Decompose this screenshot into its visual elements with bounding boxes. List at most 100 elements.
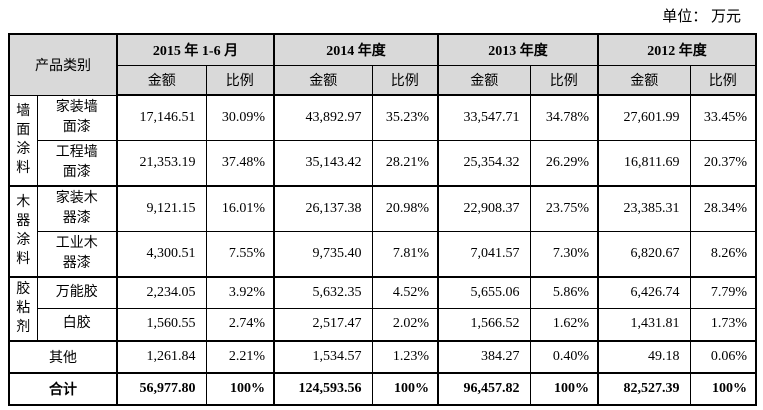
amount-cell: 25,354.32 [437,139,531,186]
amount-cell: 17,146.51 [116,94,207,141]
amount-header: 金额 [116,64,207,96]
period-header-2015: 2015 年 1-6 月 [115,33,275,66]
amount-cell: 27,601.99 [597,94,691,141]
category-cell: 工业木器漆 [36,230,118,277]
amount-cell: 56,977.80 [116,371,207,405]
ratio-cell: 100% [371,371,439,405]
ratio-cell: 34.78% [529,94,599,141]
ratio-header: 比例 [529,64,599,96]
amount-cell: 1,261.84 [116,339,207,373]
amount-cell: 384.27 [437,339,531,373]
ratio-cell: 4.52% [371,275,439,309]
ratio-cell: 0.06% [689,339,757,373]
amount-cell: 82,527.39 [597,371,691,405]
ratio-header: 比例 [689,64,757,96]
ratio-cell: 8.26% [689,230,757,277]
ratio-cell: 16.01% [205,184,275,232]
amount-cell: 124,593.56 [273,371,373,405]
ratio-cell: 7.79% [689,275,757,309]
amount-cell: 6,820.67 [597,230,691,277]
category-cell: 工程墙面漆 [36,139,118,186]
amount-cell: 96,457.82 [437,371,531,405]
ratio-cell: 37.48% [205,139,275,186]
table-row: 墙面涂料 家装墙面漆 17,146.51 30.09% 43,892.97 35… [8,94,757,186]
amount-cell: 49.18 [597,339,691,373]
category-cell-other: 其他 [8,339,118,373]
amount-cell: 5,632.35 [273,275,373,309]
amount-cell: 1,560.55 [116,308,207,341]
amount-cell: 22,908.37 [437,184,531,232]
table-row-total: 合计 56,977.80 100% 124,593.56 100% 96,457… [8,371,757,405]
ratio-cell: 23.75% [529,184,599,232]
ratio-cell: 1.73% [689,308,757,341]
amount-cell: 2,234.05 [116,275,207,309]
ratio-cell: 2.21% [205,339,275,373]
group-cell-wood-coatings: 木器涂料 [8,184,38,277]
ratio-cell: 33.45% [689,94,757,141]
ratio-cell: 100% [689,371,757,405]
amount-cell: 5,655.06 [437,275,531,309]
ratio-cell: 100% [529,371,599,405]
amount-cell: 21,353.19 [116,139,207,186]
category-cell: 家装墙面漆 [36,94,118,141]
amount-cell: 9,121.15 [116,184,207,232]
table-row: 木器涂料 家装木器漆 9,121.15 16.01% 26,137.38 20.… [8,184,757,277]
header-row-periods: 产品类别 2015 年 1-6 月 2014 年度 2013 年度 2012 年… [8,33,757,96]
ratio-cell: 5.86% [529,275,599,309]
ratio-cell: 3.92% [205,275,275,309]
period-header-2012: 2012 年度 [597,33,757,66]
ratio-cell: 2.74% [205,308,275,341]
ratio-cell: 26.29% [529,139,599,186]
ratio-header: 比例 [371,64,439,96]
category-cell: 万能胶 [36,275,118,309]
table-row: 工业木器漆 4,300.51 7.55% 9,735.40 7.81% 7,04… [9,230,757,277]
ratio-cell: 7.81% [371,230,439,277]
amount-header: 金额 [437,64,531,96]
period-header-2014: 2014 年度 [273,33,439,66]
product-category-header: 产品类别 [8,33,118,96]
amount-cell: 2,517.47 [273,308,373,341]
table-row: 工程墙面漆 21,353.19 37.48% 35,143.42 28.21% … [9,139,757,186]
ratio-cell: 2.02% [371,308,439,341]
amount-cell: 1,566.52 [437,308,531,341]
table-row: 胶粘剂 万能胶 2,234.05 3.92% 5,632.35 4.52% 5,… [8,275,757,341]
category-cell: 家装木器漆 [36,184,118,232]
ratio-cell: 28.34% [689,184,757,232]
amount-cell: 26,137.38 [273,184,373,232]
amount-cell: 35,143.42 [273,139,373,186]
amount-cell: 9,735.40 [273,230,373,277]
period-header-2013: 2013 年度 [437,33,599,66]
ratio-cell: 28.21% [371,139,439,186]
amount-cell: 4,300.51 [116,230,207,277]
group-cell-adhesives: 胶粘剂 [8,275,38,341]
amount-cell: 43,892.97 [273,94,373,141]
ratio-cell: 35.23% [371,94,439,141]
amount-cell: 33,547.71 [437,94,531,141]
ratio-cell: 1.62% [529,308,599,341]
ratio-cell: 7.30% [529,230,599,277]
amount-cell: 1,534.57 [273,339,373,373]
table-row-other: 其他 1,261.84 2.21% 1,534.57 1.23% 384.27 … [8,339,757,373]
product-revenue-table: 产品类别 2015 年 1-6 月 2014 年度 2013 年度 2012 年… [8,33,758,406]
ratio-cell: 30.09% [205,94,275,141]
ratio-cell: 20.37% [689,139,757,186]
category-cell-total: 合计 [8,371,118,405]
amount-cell: 16,811.69 [597,139,691,186]
amount-header: 金额 [273,64,373,96]
ratio-cell: 1.23% [371,339,439,373]
ratio-cell: 100% [205,371,275,405]
amount-cell: 7,041.57 [437,230,531,277]
amount-header: 金额 [597,64,691,96]
amount-cell: 23,385.31 [597,184,691,232]
ratio-cell: 0.40% [529,339,599,373]
table-row: 白胶 1,560.55 2.74% 2,517.47 2.02% 1,566.5… [9,308,757,341]
group-cell-wall-coatings: 墙面涂料 [8,94,38,186]
ratio-cell: 7.55% [205,230,275,277]
ratio-header: 比例 [205,64,275,96]
header-row-subheaders: 金额 比例 金额 比例 金额 比例 金额 比例 [9,64,757,96]
amount-cell: 1,431.81 [597,308,691,341]
unit-label: 单位： 万元 [662,9,741,25]
category-cell: 白胶 [36,308,118,341]
ratio-cell: 20.98% [371,184,439,232]
